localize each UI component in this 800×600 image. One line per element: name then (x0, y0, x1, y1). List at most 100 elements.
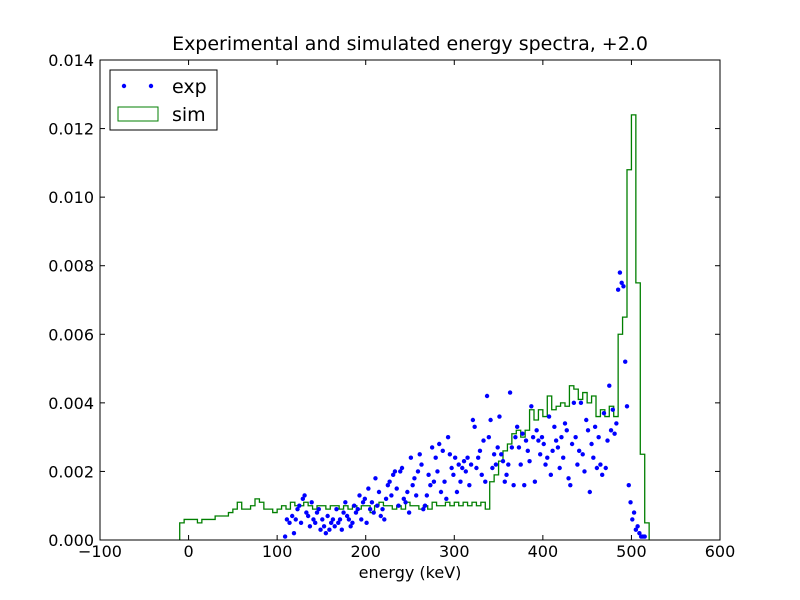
exp-data-point (493, 462, 499, 467)
exp-data-point (350, 520, 355, 526)
exp-data-point (576, 448, 582, 454)
exp-data-point (474, 465, 479, 471)
exp-data-point (456, 462, 461, 467)
exp-data-point (483, 479, 488, 484)
exp-data-point (594, 465, 600, 471)
exp-data-point (304, 510, 309, 515)
exp-data-point (284, 517, 290, 522)
exp-data-point (305, 513, 311, 519)
exp-data-point (525, 448, 530, 454)
exp-data-point (398, 469, 403, 474)
exp-data-point (546, 414, 552, 419)
x-tick-label: 400 (528, 542, 559, 561)
exp-data-point (401, 496, 406, 502)
exp-data-point (623, 359, 628, 364)
exp-data-point (621, 284, 626, 289)
exp-data-point (569, 441, 575, 447)
exp-data-point (410, 482, 415, 488)
exp-data-point (447, 452, 453, 457)
exp-data-point (470, 417, 476, 423)
exp-data-point (314, 510, 320, 515)
exp-data-point (545, 455, 550, 460)
exp-data-point (343, 500, 348, 505)
legend-sim-swatch (117, 106, 159, 122)
exp-data-point (360, 500, 366, 505)
y-tick-label: 0.014 (48, 51, 94, 70)
exp-data-point (561, 455, 566, 460)
exp-data-point (559, 434, 564, 440)
exp-data-point (291, 530, 297, 536)
exp-data-point (327, 527, 332, 532)
exp-data-point (371, 510, 376, 515)
exp-data-point (429, 445, 435, 450)
exp-data-point (553, 438, 559, 443)
plot-frame (99, 59, 721, 541)
exp-data-point (589, 441, 594, 447)
exp-data-point (383, 496, 389, 502)
chart-title: Experimental and simulated energy spectr… (172, 33, 648, 55)
exp-data-point (584, 417, 589, 423)
x-tick-label: 300 (439, 542, 470, 561)
exp-data-point (516, 445, 522, 450)
exp-series (282, 270, 647, 539)
exp-data-point (320, 517, 325, 522)
exp-data-point (479, 472, 484, 478)
exp-data-point (316, 506, 321, 512)
exp-data-point (463, 469, 468, 474)
exp-data-point (504, 472, 509, 478)
exp-data-point (348, 524, 353, 529)
exp-data-point (426, 472, 431, 478)
exp-data-point (484, 393, 490, 399)
x-tick-label: −100 (78, 542, 122, 561)
exp-data-point (392, 469, 398, 474)
exp-data-point (633, 527, 639, 532)
exp-data-point (624, 404, 630, 409)
exp-data-point (307, 524, 313, 529)
exp-data-point (564, 428, 569, 433)
exp-data-point (369, 500, 375, 505)
exp-data-point (382, 517, 387, 522)
exp-data-point (557, 465, 562, 471)
x-tick-label: 500 (616, 542, 647, 561)
exp-data-point (538, 452, 543, 457)
y-tick-label: 0.004 (48, 394, 94, 413)
exp-data-point (458, 479, 463, 484)
x-tick-label: 200 (350, 542, 381, 561)
sim-series (179, 114, 650, 540)
exp-data-point (497, 414, 502, 419)
exp-data-point (415, 469, 421, 474)
exp-data-point (353, 510, 359, 515)
exp-data-point (389, 493, 394, 498)
exp-data-point (596, 434, 601, 440)
x-tick-label: 0 (183, 542, 193, 561)
exp-data-point (298, 520, 304, 526)
exp-data-point (366, 486, 371, 491)
exp-data-point (610, 407, 616, 412)
exp-data-point (530, 434, 536, 440)
exp-data-point (417, 452, 422, 457)
exp-data-point (502, 479, 507, 484)
exp-data-point (297, 503, 302, 508)
exp-data-point (387, 479, 392, 484)
exp-data-point (445, 434, 451, 440)
exp-data-point (437, 441, 442, 447)
exp-data-point (461, 458, 467, 464)
exp-data-point (486, 434, 492, 440)
exp-data-point (617, 270, 623, 275)
exp-data-point (587, 489, 592, 495)
exp-data-point (339, 527, 344, 532)
exp-data-point (332, 524, 337, 529)
exp-data-point (390, 472, 396, 478)
exp-data-point (421, 506, 426, 512)
exp-data-point (539, 434, 545, 440)
y-tick-label: 0.002 (48, 462, 94, 481)
exp-data-point (578, 400, 584, 406)
exp-data-point (476, 455, 481, 460)
exp-data-point (328, 520, 334, 526)
exp-data-point (548, 472, 554, 478)
legend-exp-marker-1 (121, 83, 127, 89)
legend-exp-marker-2 (148, 83, 154, 89)
exp-data-point (412, 476, 417, 481)
exp-data-point (440, 448, 445, 454)
exp-data-point (451, 472, 456, 478)
